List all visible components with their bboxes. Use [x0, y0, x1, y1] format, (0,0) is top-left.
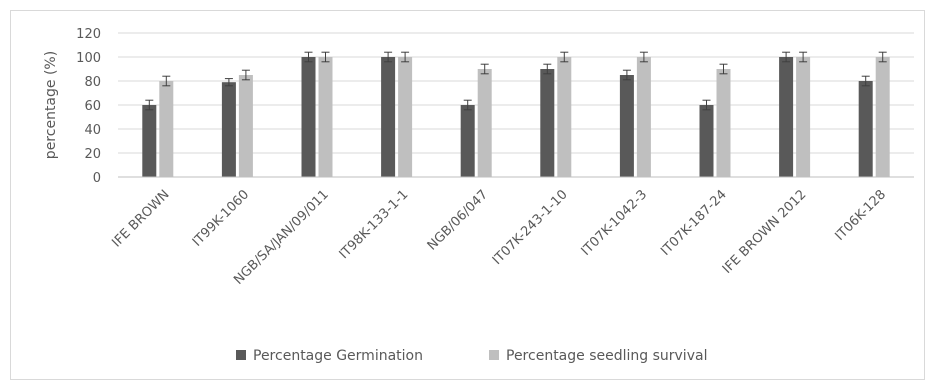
error-bar [145, 99, 154, 111]
bar-survival-3 [398, 57, 413, 177]
error-bar [878, 51, 887, 63]
bar-germination-1 [221, 82, 236, 177]
error-bar [782, 51, 791, 63]
legend-label: Percentage Germination [253, 348, 423, 364]
bar-germination-4 [460, 105, 475, 177]
bar-survival-2 [318, 57, 333, 177]
legend-item-survival: Percentage seedling survival [489, 348, 707, 364]
bars [142, 57, 890, 177]
legend-item-germination: Percentage Germination [236, 348, 423, 364]
x-category-label: IT06K-128 [832, 187, 889, 244]
legend-swatch [489, 350, 499, 360]
legend-label: Percentage seedling survival [506, 348, 707, 364]
error-bar [702, 99, 711, 111]
y-tick-label: 60 [84, 99, 101, 114]
error-bar [719, 63, 728, 75]
x-category-label: IT98K-133-1-1 [337, 187, 412, 262]
legend-swatch [236, 350, 246, 360]
bar-germination-5 [540, 69, 555, 177]
error-bar [480, 63, 489, 75]
y-tick-label: 100 [76, 51, 101, 66]
bar-survival-8 [796, 57, 811, 177]
x-category-label: NGB/06/047 [425, 187, 491, 253]
error-bar [560, 51, 569, 63]
error-bar [401, 51, 410, 63]
x-category-label: IFE BROWN [109, 187, 172, 250]
error-bar [162, 75, 171, 87]
y-axis-ticks: 0 20 40 60 80 100 120 [76, 27, 101, 186]
error-bar [861, 75, 870, 87]
y-tick-label: 0 [93, 171, 101, 186]
bar-germination-0 [142, 105, 157, 177]
error-bar [463, 99, 472, 111]
error-bar [543, 63, 552, 75]
bar-germination-6 [619, 75, 634, 177]
bar-germination-7 [699, 105, 714, 177]
y-axis-title: percentage (%) [43, 51, 59, 159]
x-category-label: IT07K-243-1-10 [490, 187, 571, 268]
y-tick-label: 80 [84, 75, 101, 90]
bar-germination-8 [779, 57, 794, 177]
error-bar [622, 69, 631, 81]
error-bar [224, 78, 233, 87]
chart-frame [10, 10, 925, 380]
error-bar [241, 69, 250, 81]
x-category-label: IT07K-187-24 [658, 187, 730, 259]
error-bar [639, 51, 648, 63]
bar-survival-6 [636, 57, 651, 177]
bar-germination-3 [381, 57, 396, 177]
error-bars [145, 51, 887, 111]
bar-survival-7 [716, 69, 731, 177]
error-bar [799, 51, 808, 63]
bar-survival-1 [238, 75, 253, 177]
bar-survival-4 [477, 69, 492, 177]
y-tick-label: 40 [84, 123, 101, 138]
x-category-label: IT07K-1042-3 [579, 187, 651, 259]
x-category-label: IT99K-1060 [190, 187, 252, 249]
x-category-label: IFE BROWN 2012 [720, 187, 810, 277]
error-bar [304, 51, 313, 63]
bar-survival-9 [875, 57, 890, 177]
y-tick-label: 20 [84, 147, 101, 162]
bar-germination-9 [858, 81, 873, 177]
bar-survival-0 [159, 81, 174, 177]
legend: Percentage Germination Percentage seedlin… [236, 348, 707, 364]
y-tick-label: 120 [76, 27, 101, 42]
bar-germination-2 [301, 57, 316, 177]
gridlines [118, 32, 914, 154]
error-bar [384, 51, 393, 63]
bar-survival-5 [557, 57, 572, 177]
error-bar [321, 51, 330, 63]
